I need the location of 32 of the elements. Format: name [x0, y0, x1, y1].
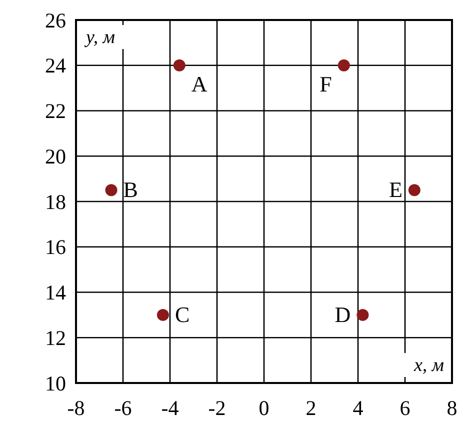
x-tick-label: 2: [306, 396, 316, 420]
point: [105, 184, 118, 196]
x-tick-label: -6: [114, 396, 132, 420]
annotation: C: [174, 302, 190, 327]
x-tick-label: -4: [161, 396, 180, 420]
y-tick-label: 22: [45, 99, 66, 124]
y-tick-label: 14: [45, 280, 66, 305]
y-tick-label: 16: [45, 235, 66, 260]
y-tick-label: 18: [45, 190, 66, 214]
annotation: D: [334, 302, 351, 327]
annotation: B: [123, 177, 138, 202]
x-tick-label: 0: [258, 396, 270, 420]
annotation: E: [388, 177, 402, 202]
y-tick-label: 20: [45, 144, 66, 168]
x-axis-title: x, м: [412, 355, 444, 376]
y-tick-label: 24: [45, 54, 66, 78]
y-tick-label: 26: [45, 8, 66, 32]
y-tick-label: 12: [45, 326, 66, 350]
annotation: A: [191, 71, 208, 96]
point: [338, 59, 350, 72]
x-tick-label: 6: [400, 396, 410, 420]
x-tick-label: 4: [352, 396, 364, 420]
y-tick-label: 10: [45, 371, 66, 396]
point: [173, 59, 186, 72]
y-axis-title: y, м: [84, 27, 116, 48]
point: [356, 308, 369, 321]
point: [156, 308, 169, 321]
x-tick-label: -2: [208, 396, 226, 420]
x-tick-label: -8: [67, 396, 85, 420]
annotation: F: [320, 71, 332, 96]
x-tick-label: 8: [446, 396, 458, 420]
point: [408, 184, 420, 196]
